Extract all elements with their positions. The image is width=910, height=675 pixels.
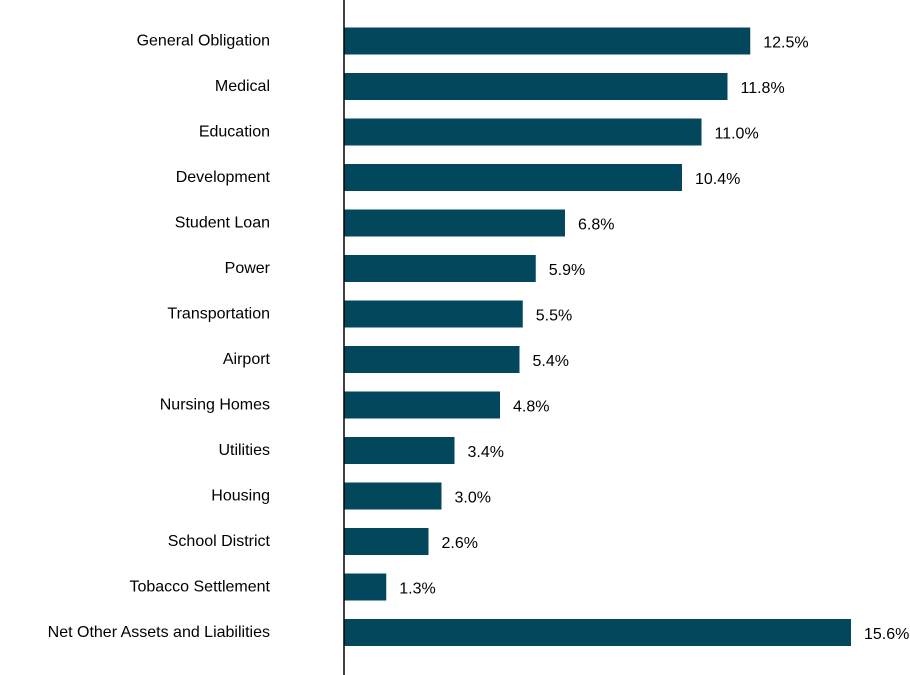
bar-8 [344,391,500,419]
value-label: 1.3% [399,581,435,598]
category-label: Airport [223,351,271,368]
bar-10 [344,482,442,510]
category-label: Medical [215,78,270,95]
bar-3 [344,164,682,191]
value-label: 11.8% [741,80,785,97]
category-label: Housing [211,488,270,505]
bar-7 [344,346,520,373]
category-label: Power [225,260,271,277]
category-label: Transportation [167,306,270,323]
value-label: 3.4% [468,444,504,461]
bar-6 [344,300,523,328]
value-labels-group: 12.5% 11.8% 11.0% 10.4% 6.8% 5.9% 5.5% 5.4% 4.8%… [399,35,909,644]
bar-9 [344,437,455,464]
value-label: 12.5% [763,35,808,52]
category-label: Student Loan [175,215,270,232]
value-label: 11.0% [715,126,759,143]
value-label: 6.8% [578,217,614,234]
category-label: Utilities [218,442,270,459]
bar-1 [344,73,728,100]
value-label: 5.5% [536,308,572,325]
bars-group [344,27,851,646]
bar-11 [344,528,429,555]
category-label: Development [176,169,271,186]
value-label: 15.6% [864,626,909,643]
value-label: 2.6% [442,535,478,552]
category-label: Education [199,124,270,141]
category-label: Net Other Assets and Liabilities [48,624,270,641]
category-label: School District [168,533,271,550]
bar-2 [344,118,702,146]
bar-13 [344,619,851,646]
bar-12 [344,573,387,601]
bar-5 [344,255,536,282]
category-label: Nursing Homes [160,397,270,414]
category-label: General Obligation [137,33,270,50]
category-label: Tobacco Settlement [129,579,270,596]
value-label: 3.0% [455,490,491,507]
category-labels-group: General Obligation Medical Education Develo… [48,33,271,642]
value-label: 4.8% [513,399,549,416]
value-label: 10.4% [695,171,740,188]
value-label: 5.4% [533,353,569,370]
bar-0 [344,27,751,55]
bar-4 [344,209,565,237]
value-label: 5.9% [549,262,585,279]
